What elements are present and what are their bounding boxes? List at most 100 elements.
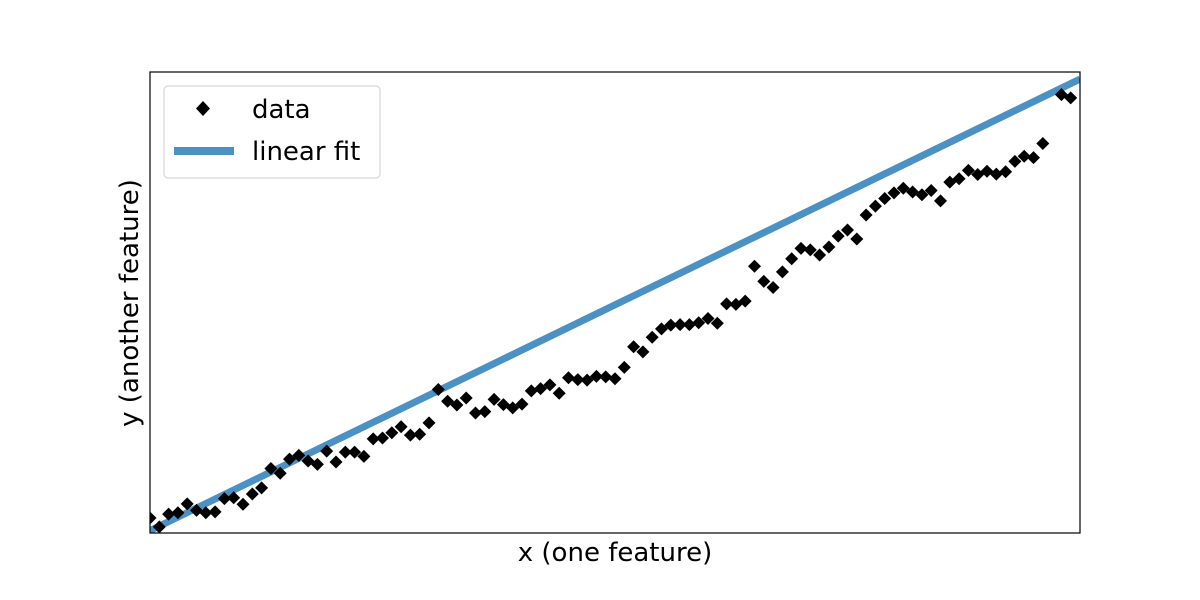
data-point bbox=[608, 372, 622, 386]
legend-label-data: data bbox=[252, 95, 311, 125]
data-point bbox=[878, 192, 892, 206]
data-point bbox=[1027, 151, 1040, 165]
data-point bbox=[701, 311, 715, 325]
data-point bbox=[692, 316, 706, 330]
data-point bbox=[813, 248, 827, 262]
data-point bbox=[236, 497, 250, 511]
data-point bbox=[1036, 137, 1050, 151]
data-point bbox=[264, 462, 278, 476]
data-point bbox=[645, 330, 659, 344]
data-point bbox=[543, 378, 557, 392]
data-point bbox=[515, 397, 529, 411]
data-point bbox=[245, 487, 259, 501]
data-point bbox=[934, 194, 947, 208]
data-point bbox=[199, 506, 213, 520]
data-point bbox=[571, 373, 585, 387]
data-point bbox=[376, 431, 389, 445]
data-point bbox=[748, 259, 761, 273]
data-point bbox=[394, 420, 408, 434]
data-point bbox=[441, 394, 455, 408]
data-point bbox=[283, 452, 296, 466]
data-point bbox=[999, 165, 1013, 179]
data-point bbox=[924, 184, 938, 198]
data-point bbox=[785, 252, 799, 266]
data-point bbox=[534, 382, 548, 396]
data-point bbox=[227, 491, 241, 505]
data-point bbox=[989, 167, 1003, 181]
data-point bbox=[478, 405, 492, 419]
data-point bbox=[562, 371, 575, 385]
data-point bbox=[915, 188, 929, 202]
data-point bbox=[469, 406, 482, 420]
data-point bbox=[357, 449, 371, 463]
data-point bbox=[320, 444, 334, 458]
data-point bbox=[757, 274, 771, 288]
data-point bbox=[366, 432, 380, 446]
data-point bbox=[1064, 91, 1078, 105]
data-point bbox=[766, 280, 780, 294]
data-point bbox=[822, 240, 836, 254]
legend: data linear fit bbox=[163, 85, 381, 179]
data-point bbox=[636, 345, 650, 359]
data-point bbox=[208, 505, 222, 519]
data-point bbox=[617, 360, 631, 374]
data-point bbox=[850, 232, 864, 246]
data-point bbox=[273, 466, 287, 480]
data-point bbox=[162, 507, 176, 521]
x-axis-label: x (one feature) bbox=[518, 538, 712, 568]
data-point bbox=[682, 318, 696, 332]
data-point bbox=[171, 506, 185, 520]
data-point bbox=[422, 416, 436, 430]
data-point bbox=[506, 401, 520, 415]
data-point bbox=[794, 241, 808, 255]
legend-label-linear-fit: linear fit bbox=[252, 137, 360, 167]
data-point bbox=[868, 199, 882, 213]
data-points-layer bbox=[150, 88, 1078, 533]
data-point bbox=[348, 445, 362, 459]
data-point bbox=[310, 457, 324, 471]
data-point bbox=[859, 208, 873, 222]
legend-marker-data bbox=[196, 101, 210, 116]
plot-area bbox=[149, 71, 1081, 534]
data-point bbox=[627, 340, 641, 354]
data-point bbox=[580, 373, 594, 387]
data-point bbox=[710, 316, 724, 330]
data-point bbox=[589, 369, 603, 383]
plot-frame bbox=[149, 71, 1081, 534]
data-point bbox=[403, 428, 417, 442]
data-point bbox=[655, 322, 668, 336]
data-point bbox=[431, 383, 445, 397]
data-point bbox=[255, 481, 269, 495]
data-point bbox=[459, 391, 473, 405]
data-point bbox=[524, 384, 538, 398]
data-point bbox=[552, 386, 566, 400]
data-point bbox=[190, 503, 203, 517]
data-point bbox=[720, 297, 734, 311]
data-point bbox=[803, 243, 817, 257]
data-point bbox=[217, 492, 231, 506]
data-point bbox=[292, 448, 306, 462]
data-point bbox=[338, 445, 352, 459]
data-point bbox=[952, 172, 966, 186]
data-point bbox=[450, 398, 464, 412]
data-point bbox=[413, 427, 427, 441]
data-point bbox=[329, 455, 343, 469]
data-point bbox=[738, 294, 752, 308]
data-point bbox=[1017, 149, 1031, 163]
data-point bbox=[887, 186, 901, 200]
data-point bbox=[599, 370, 613, 384]
data-point bbox=[664, 318, 678, 332]
data-point bbox=[841, 223, 854, 237]
data-point bbox=[775, 265, 789, 279]
data-point bbox=[487, 392, 501, 406]
y-axis-label: y (another feature) bbox=[115, 179, 145, 427]
data-point bbox=[961, 163, 975, 177]
data-point bbox=[150, 511, 157, 525]
data-point bbox=[896, 181, 910, 195]
data-point bbox=[673, 318, 687, 332]
data-point bbox=[831, 229, 845, 243]
data-point bbox=[180, 497, 194, 511]
data-point bbox=[385, 426, 399, 440]
data-point bbox=[1008, 154, 1022, 168]
